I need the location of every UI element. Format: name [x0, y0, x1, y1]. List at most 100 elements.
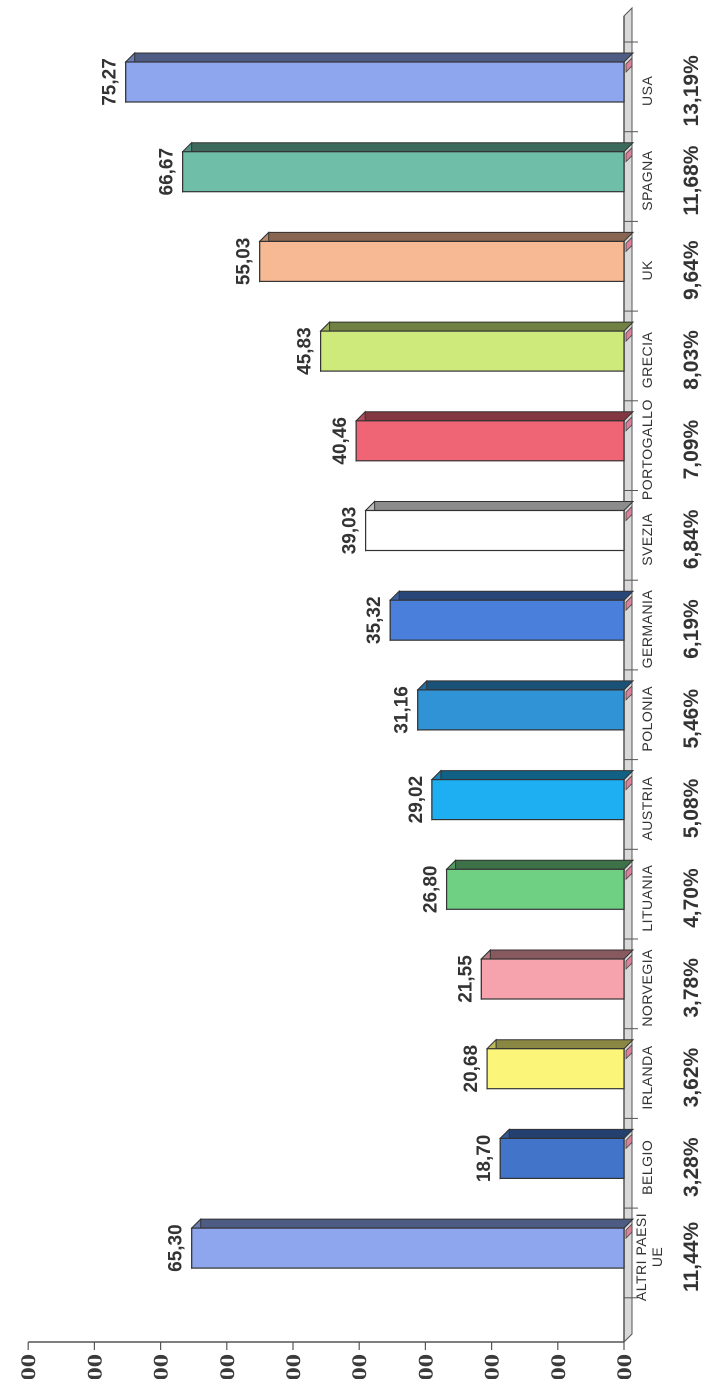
- bar-front-face: [480, 958, 625, 1000]
- value-tick-label: 40,00: [349, 1354, 371, 1379]
- category-percent-label: 9,64%: [680, 240, 703, 300]
- bar: [485, 1038, 635, 1090]
- bar-top-face: [364, 501, 635, 511]
- bar-front-face: [355, 420, 625, 462]
- bar: [354, 410, 635, 463]
- value-tick-label: 30,00: [415, 1354, 437, 1379]
- labels: 75,27 USA 13,19% 66,67 SPAGNA 11,68% 55,03 UK 9,…: [100, 55, 703, 1301]
- bar-value-label: 66,67: [157, 148, 178, 196]
- category-label: BELGIO: [639, 1140, 655, 1195]
- bar-value-label: 21,55: [455, 955, 476, 1003]
- bar-floor-marker: [625, 595, 633, 612]
- category-label: GRECIA: [639, 331, 655, 388]
- bar-top-face: [181, 142, 635, 153]
- category-label: ALTRI PAESI: [633, 1213, 649, 1301]
- value-tick-label: 70,00: [151, 1354, 173, 1379]
- category-label: NORVEGIA: [639, 949, 655, 1027]
- bar-front-face: [365, 509, 625, 552]
- value-tick-label: 20,00: [482, 1354, 504, 1379]
- bar-front-face: [259, 240, 625, 282]
- bar-top-face: [485, 1039, 635, 1050]
- bar: [181, 141, 635, 193]
- bar-value-label: 26,80: [421, 866, 442, 914]
- value-tick-label: 10,00: [548, 1354, 570, 1379]
- category-percent-label: 6,84%: [680, 509, 703, 569]
- bar-value-label: 18,70: [474, 1135, 495, 1183]
- bar-floor-marker: [625, 1043, 633, 1060]
- bar-top-face: [388, 590, 635, 601]
- bar-top-face: [124, 52, 635, 63]
- category-percent-label: 8,03%: [680, 330, 703, 390]
- bar: [498, 1128, 635, 1180]
- bar: [445, 859, 635, 911]
- category-label: POLONIA: [639, 686, 655, 752]
- bar-top-face: [258, 231, 635, 242]
- value-tick-label: 80,00: [84, 1354, 106, 1379]
- bar: [258, 231, 635, 283]
- bar: [319, 320, 635, 373]
- category-percent-label: 7,09%: [680, 420, 703, 480]
- bar-front-face: [417, 689, 625, 731]
- bar: [416, 679, 635, 732]
- category-percent-label: 11,68%: [680, 145, 703, 215]
- bar-top-face: [445, 859, 635, 870]
- bar-front-face: [486, 1048, 625, 1090]
- bar-value-label: 75,27: [100, 58, 121, 106]
- bar-floor-marker: [625, 326, 633, 343]
- category-label: IRLANDA: [639, 1045, 655, 1109]
- bar-top-face: [319, 321, 635, 332]
- bar-value-label: 55,03: [234, 238, 255, 286]
- bar: [124, 51, 635, 104]
- bar-value-label: 35,32: [364, 596, 385, 644]
- bar-top-face: [354, 411, 635, 422]
- value-tick-label: 60,00: [217, 1354, 239, 1379]
- category-label: LITUANIA: [639, 864, 655, 931]
- bar-front-face: [182, 151, 625, 193]
- bar-front-face: [499, 1137, 625, 1180]
- category-percent-label: 11,44%: [680, 1222, 703, 1292]
- bar-floor-marker: [625, 774, 633, 791]
- category-label: SVEZIA: [639, 513, 655, 566]
- category-percent-label: 6,19%: [680, 599, 703, 659]
- category-percent-label: 5,08%: [680, 778, 703, 838]
- bar-floor-marker: [625, 146, 633, 163]
- bars: [124, 51, 635, 1270]
- bar-floor-marker: [625, 57, 633, 73]
- category-percent-label: 3,28%: [680, 1137, 703, 1197]
- bar-top-face: [416, 680, 635, 691]
- bar: [364, 500, 635, 552]
- category-percent-label: 4,70%: [680, 868, 703, 928]
- bar-value-label: 40,46: [330, 417, 351, 465]
- bar-value-label: 65,30: [166, 1224, 187, 1272]
- category-label: UK: [639, 260, 655, 281]
- category-label: AUSTRIA: [639, 776, 655, 840]
- category-label: SPAGNA: [639, 150, 655, 210]
- bar-value-label: 45,83: [295, 327, 316, 375]
- bar-top-face: [498, 1128, 635, 1139]
- category-label: GERMANIA: [639, 590, 655, 669]
- value-tick-label: 0,00: [614, 1354, 636, 1379]
- bar-floor-marker: [625, 954, 633, 970]
- category-percent-label: 5,46%: [680, 689, 703, 749]
- value-tick-label: 90,00: [18, 1354, 40, 1379]
- bar-floor-marker: [625, 1133, 633, 1150]
- category-label: PORTOGALLO: [639, 399, 655, 500]
- bar-value-label: 39,03: [340, 507, 361, 555]
- category-label: USA: [639, 76, 655, 106]
- bar-floor-marker: [625, 684, 633, 701]
- bar-top-face: [430, 770, 635, 781]
- bar-front-face: [389, 599, 625, 641]
- bar-value-label: 29,02: [406, 776, 427, 824]
- bar-front-face: [320, 330, 625, 372]
- bar-floor-marker: [625, 415, 633, 432]
- bar-top-face: [190, 1218, 635, 1229]
- bar-front-face: [191, 1227, 625, 1269]
- bar-floor-marker: [625, 236, 633, 253]
- category-percent-label: 3,62%: [680, 1047, 703, 1107]
- bar-floor-marker: [625, 864, 633, 881]
- bar: [430, 769, 635, 821]
- category-label: UE: [649, 1247, 665, 1267]
- bar: [388, 589, 635, 642]
- bar-floor-marker: [625, 1223, 633, 1240]
